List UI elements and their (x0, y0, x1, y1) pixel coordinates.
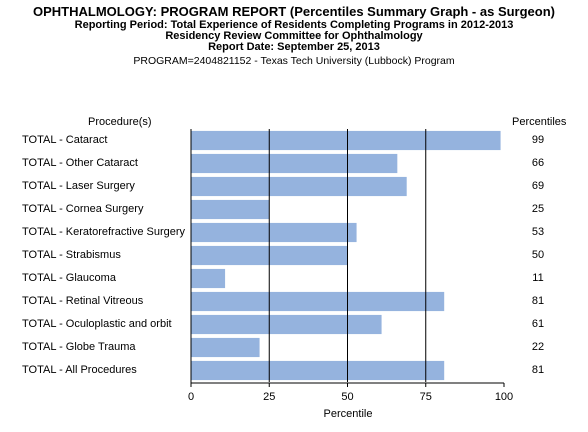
category-label: TOTAL - Other Cataract (22, 156, 138, 169)
bar-1 (190, 153, 398, 174)
category-label: TOTAL - Glaucoma (22, 271, 116, 284)
percentile-value: 61 (531, 317, 545, 330)
bar-8 (190, 314, 383, 335)
percentile-value: 25 (531, 202, 545, 215)
bar-4 (190, 222, 358, 243)
bar-6 (190, 268, 226, 289)
percentile-value: 50 (531, 248, 545, 261)
percentile-value: 81 (531, 294, 545, 307)
category-label: TOTAL - Oculoplastic and orbit (22, 317, 172, 330)
x-tick-label-100: 100 (495, 391, 513, 403)
percentile-value: 69 (531, 179, 545, 192)
bar-2 (190, 176, 408, 197)
bar-10 (190, 360, 445, 381)
category-label: TOTAL - Retinal Vitreous (22, 294, 144, 307)
category-label: TOTAL - Keratorefractive Surgery (22, 225, 186, 238)
percentiles-column-header: Percentiles (512, 116, 567, 128)
report-title: OPHTHALMOLOGY: PROGRAM REPORT (Percentil… (33, 4, 555, 19)
percentile-value: 66 (531, 156, 545, 169)
category-label: TOTAL - Cornea Surgery (22, 202, 144, 215)
x-tick-label-0: 0 (188, 391, 194, 403)
reporting-period: Reporting Period: Total Experience of Re… (74, 19, 514, 31)
category-label: TOTAL - Globe Trauma (22, 340, 136, 353)
bar-3 (190, 199, 270, 220)
x-tick-label-50: 50 (341, 391, 353, 403)
bar-9 (190, 337, 261, 358)
category-label: TOTAL - All Procedures (22, 363, 137, 376)
x-axis-label: Percentile (323, 408, 373, 420)
percentile-value: 22 (531, 340, 545, 353)
percentile-value: 81 (531, 363, 545, 376)
committee-name: Residency Review Committee for Ophthalmo… (165, 30, 423, 42)
procedures-column-header: Procedure(s) (88, 116, 152, 128)
x-tick-label-75: 75 (420, 391, 432, 403)
category-label: TOTAL - Laser Surgery (22, 179, 135, 192)
x-tick-label-25: 25 (263, 391, 275, 403)
percentile-value: 53 (531, 225, 545, 238)
category-label: TOTAL - Cataract (22, 133, 108, 146)
bar-7 (190, 291, 445, 312)
report-date: Report Date: September 25, 2013 (208, 41, 380, 53)
program-line: PROGRAM=2404821152 - Texas Tech Universi… (133, 55, 455, 67)
category-label: TOTAL - Strabismus (22, 248, 121, 261)
percentile-value: 99 (531, 133, 545, 146)
bar-0 (190, 130, 502, 151)
percentile-value: 11 (532, 271, 544, 284)
